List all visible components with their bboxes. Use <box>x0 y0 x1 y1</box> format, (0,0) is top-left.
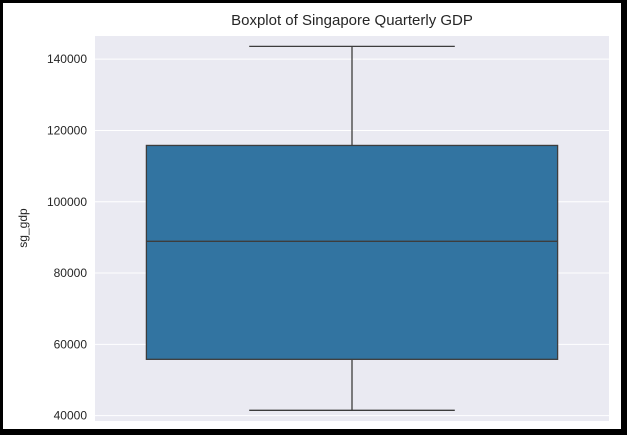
chart-figure: 40000 60000 80000 100000 120000 140000 Boxplo… <box>3 3 621 429</box>
y-tick-labels: 40000 60000 80000 100000 120000 140000 <box>47 52 87 422</box>
y-tick-label: 40000 <box>54 409 88 423</box>
iqr-box <box>145 144 559 360</box>
boxplot <box>145 45 559 411</box>
y-tick-label: 120000 <box>47 123 87 137</box>
chart-title: Boxplot of Singapore Quarterly GDP <box>231 12 473 29</box>
y-tick-label: 140000 <box>47 52 87 66</box>
y-tick-label: 80000 <box>54 266 88 280</box>
chart-svg: 40000 60000 80000 100000 120000 140000 Boxplo… <box>16 12 609 423</box>
y-axis-label: sg_gdp <box>16 208 30 248</box>
y-tick-label: 100000 <box>47 195 87 209</box>
y-tick-label: 60000 <box>54 337 88 351</box>
